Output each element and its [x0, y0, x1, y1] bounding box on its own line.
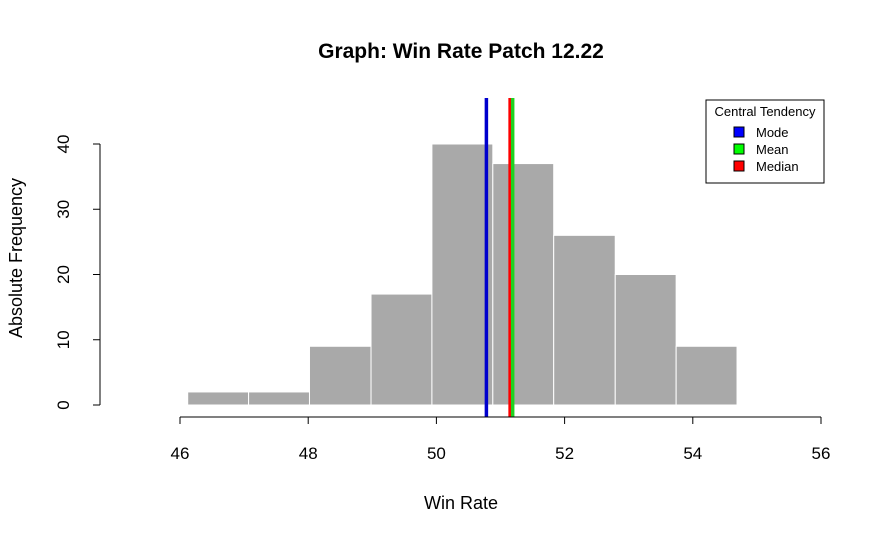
central-tendency-lines: [484, 98, 515, 417]
histogram-bar: [370, 293, 433, 406]
y-tick-label: 30: [54, 200, 73, 219]
histogram-bar: [187, 391, 250, 406]
legend-label-mode: Mode: [756, 125, 789, 140]
legend-title: Central Tendency: [715, 104, 816, 119]
legend-swatch-mean: [733, 143, 745, 155]
x-tick-label: 54: [683, 444, 702, 463]
y-tick-label: 20: [54, 265, 73, 284]
y-tick-label: 40: [54, 135, 73, 154]
histogram-bar: [492, 163, 555, 406]
x-tick-label: 50: [427, 444, 446, 463]
x-axis-label: Win Rate: [424, 493, 498, 513]
legend-box: [705, 99, 825, 184]
histogram-bars: [187, 143, 738, 406]
histogram-bar: [614, 274, 677, 406]
legend-label-mean: Mean: [756, 142, 789, 157]
x-axis: 46 48 50 52 54 56: [171, 416, 831, 463]
x-tick-label: 52: [555, 444, 574, 463]
y-axis: 0 10 20 30 40: [54, 135, 101, 410]
y-tick-label: 0: [54, 400, 73, 409]
histogram-bar: [553, 234, 616, 406]
histogram-bar: [675, 345, 738, 406]
histogram-bar: [248, 391, 310, 406]
legend-swatch-median: [733, 160, 745, 172]
x-tick-label: 56: [812, 444, 831, 463]
legend: Central Tendency Mode Mean Median: [705, 99, 825, 184]
y-tick-label: 10: [54, 330, 73, 349]
histogram-bar: [431, 143, 494, 406]
histogram-bar: [308, 345, 372, 406]
x-tick-label: 48: [299, 444, 318, 463]
y-axis-label: Absolute Frequency: [6, 178, 26, 338]
legend-swatch-mode: [733, 126, 745, 138]
chart-title: Graph: Win Rate Patch 12.22: [318, 40, 604, 63]
legend-label-median: Median: [756, 159, 799, 174]
x-tick-label: 46: [171, 444, 190, 463]
